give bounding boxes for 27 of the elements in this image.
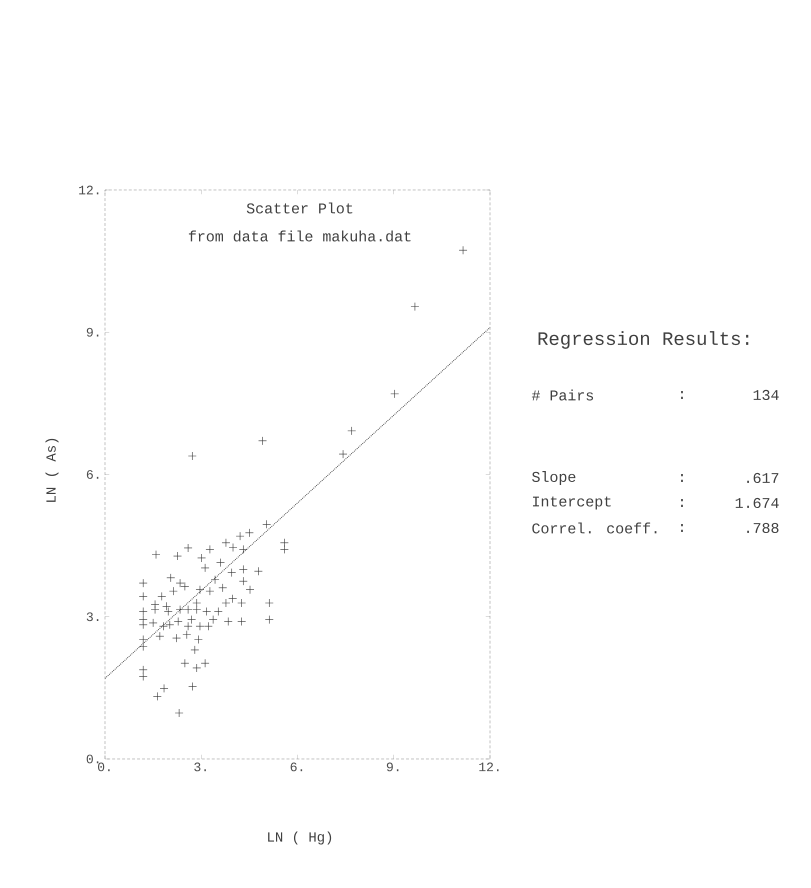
y-tick-label: 9. xyxy=(86,328,98,337)
text: : xyxy=(681,524,683,532)
text: : xyxy=(681,499,683,507)
text: : xyxy=(681,391,683,399)
x-tick-label: 12. xyxy=(479,762,499,772)
text: .788 xyxy=(747,522,778,534)
text: 1.674 xyxy=(736,498,779,508)
text: Intercept xyxy=(532,496,611,510)
x-tick-label: 9. xyxy=(386,762,398,772)
x-axis-title: LN ( Hg) xyxy=(268,831,332,844)
y-axis-title: LN ( As) xyxy=(45,438,58,502)
text: Correl. coeff. xyxy=(532,522,656,534)
text: Regression Results: xyxy=(538,331,748,349)
text: # Pairs xyxy=(532,390,594,400)
y-tick-label: 6. xyxy=(86,470,98,479)
y-tick-label: 12. xyxy=(79,186,98,194)
text: Scatter Plot xyxy=(246,202,352,214)
x-tick-label: 6. xyxy=(290,762,302,772)
x-tick-label: 3. xyxy=(194,762,206,772)
text: Slope xyxy=(532,471,576,485)
text: : xyxy=(681,474,683,482)
text: 134 xyxy=(754,390,779,400)
text: .617 xyxy=(747,472,778,484)
y-tick-label: 3. xyxy=(86,612,98,622)
text: from data file makuha.dat xyxy=(188,230,411,242)
x-tick-label: 0. xyxy=(98,762,110,772)
y-tick-label: 0. xyxy=(86,754,98,764)
